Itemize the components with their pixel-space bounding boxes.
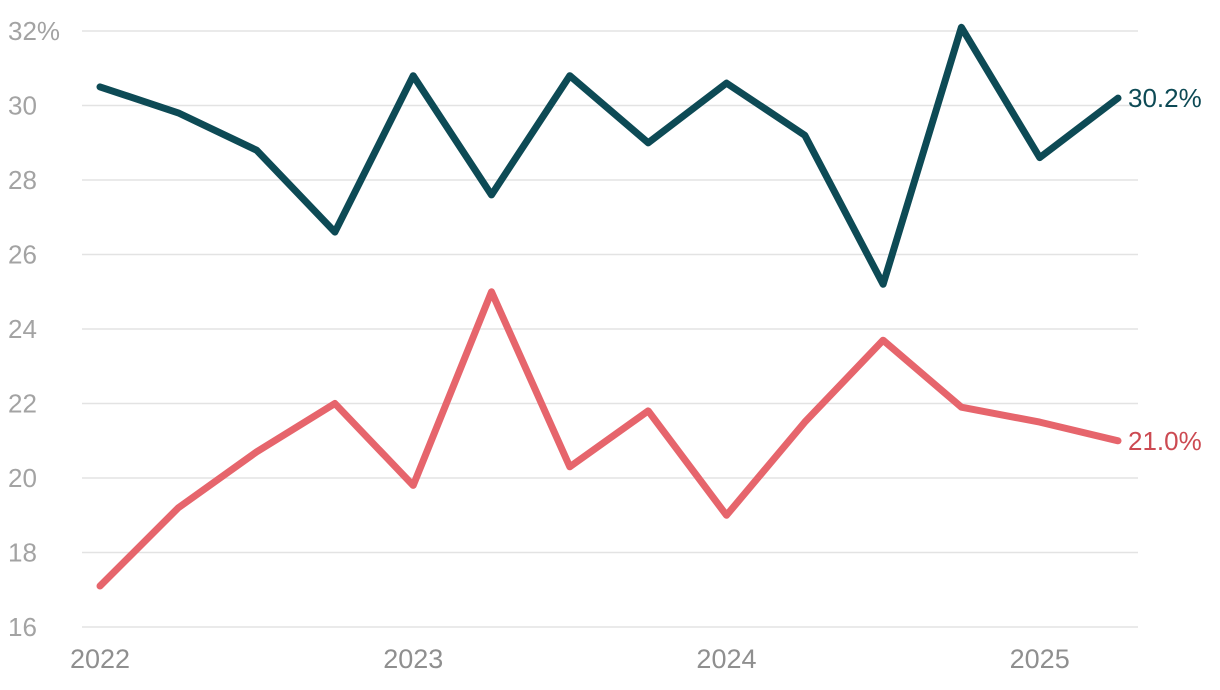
series-end-label-2: 21.0% [1128,426,1202,456]
series-line-1 [96,23,1122,288]
series-line-2 [96,288,1122,590]
x-tick-label: 2024 [696,644,756,674]
y-tick-label: 32% [8,16,60,46]
x-tick-label: 2023 [383,644,443,674]
grid-lines [82,30,1138,628]
y-tick-label: 20 [8,463,37,493]
y-tick-label: 22 [8,389,37,419]
y-tick-label: 16 [8,612,37,642]
y-tick-label: 28 [8,165,37,195]
y-tick-label: 18 [8,538,37,568]
y-axis-tick-labels: 16 18 20 22 24 26 28 30 32% [8,16,60,642]
series-end-label-1: 30.2% [1128,83,1202,113]
y-tick-label: 24 [8,314,37,344]
y-tick-label: 30 [8,91,37,121]
series-lines [96,23,1122,590]
x-axis-tick-labels: 2022 2023 2024 2025 [70,644,1070,674]
x-tick-label: 2022 [70,644,130,674]
series-end-labels: 30.2% 21.0% [1128,83,1202,456]
y-tick-label: 26 [8,240,37,270]
x-tick-label: 2025 [1010,644,1070,674]
